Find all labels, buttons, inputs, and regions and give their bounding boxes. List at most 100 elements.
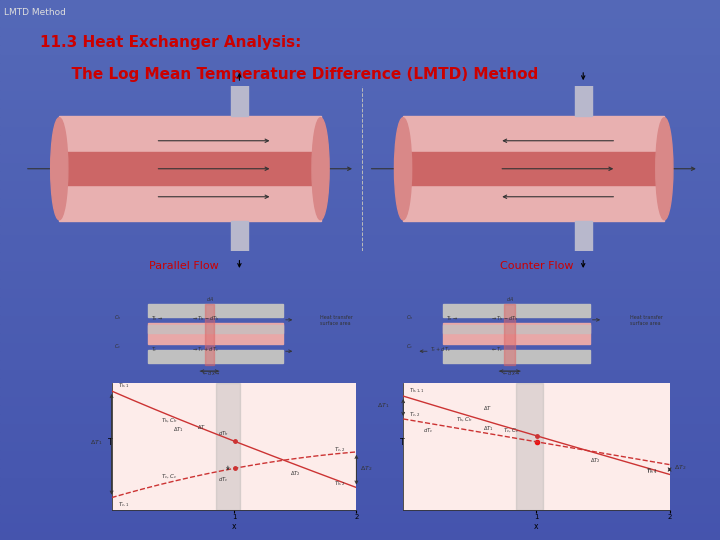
Bar — [0, 270, 720, 279]
Bar — [0, 522, 720, 531]
X-axis label: x: x — [534, 522, 539, 531]
Text: $\Delta T_2$: $\Delta T_2$ — [289, 469, 301, 478]
Text: $\Delta T$: $\Delta T$ — [483, 404, 492, 412]
Text: $dT_h$: $dT_h$ — [218, 429, 229, 438]
Bar — [0, 117, 720, 126]
Text: $T_c$: $T_c$ — [150, 345, 158, 354]
Bar — [0, 333, 720, 342]
Bar — [0, 108, 720, 117]
Text: $\Delta T_1$: $\Delta T_1$ — [483, 423, 494, 433]
Text: $dA$: $dA$ — [206, 295, 214, 303]
Bar — [148, 304, 283, 316]
Bar — [0, 441, 720, 450]
Text: $T_h \rightarrow$: $T_h \rightarrow$ — [150, 314, 163, 323]
Bar — [0, 351, 720, 360]
Text: $\leftarrow dx \rightarrow$: $\leftarrow dx \rightarrow$ — [202, 369, 221, 377]
Bar — [0, 495, 720, 504]
Bar — [0, 252, 720, 261]
Text: $T_c, C_c$: $T_c, C_c$ — [503, 426, 519, 435]
Text: $\Delta T_2$: $\Delta T_2$ — [590, 456, 600, 464]
Bar — [0, 72, 720, 81]
Bar — [0, 306, 720, 315]
Bar — [0, 360, 720, 369]
Bar — [0, 387, 720, 396]
Text: $T_{c,1}$: $T_{c,1}$ — [646, 468, 657, 476]
Bar — [0, 432, 720, 441]
Bar — [0, 45, 720, 54]
Bar — [0, 234, 720, 243]
Bar — [0, 135, 720, 144]
Bar — [0, 162, 720, 171]
Text: $\Delta T_1$: $\Delta T_1$ — [173, 425, 184, 434]
Text: $T_{h,1,1}$: $T_{h,1,1}$ — [408, 387, 424, 395]
Bar — [0, 315, 720, 324]
Bar — [403, 152, 665, 185]
Text: $\Delta T_2$: $\Delta T_2$ — [360, 464, 372, 472]
Bar — [0, 414, 720, 423]
Text: $T_h, C_h$: $T_h, C_h$ — [456, 415, 473, 424]
Bar — [0, 513, 720, 522]
Bar — [0, 198, 720, 207]
Text: $\rightarrow T_h - dT_h$: $\rightarrow T_h - dT_h$ — [192, 314, 220, 323]
Text: $T_c, C_c$: $T_c, C_c$ — [161, 472, 177, 481]
Bar — [0, 468, 720, 477]
Bar — [0, 81, 720, 90]
Bar — [0, 396, 720, 405]
Bar — [0, 9, 720, 18]
Ellipse shape — [50, 118, 68, 220]
Text: $T_{c,1}$: $T_{c,1}$ — [118, 501, 130, 509]
Bar — [0, 297, 720, 306]
Text: $\Delta T_1$: $\Delta T_1$ — [377, 402, 389, 410]
Text: $\Delta T_2$: $\Delta T_2$ — [674, 463, 686, 472]
Bar — [0, 423, 720, 432]
Text: Counter Flow: Counter Flow — [500, 261, 573, 271]
Bar — [403, 116, 665, 162]
Ellipse shape — [395, 118, 412, 220]
Text: $C_c$: $C_c$ — [114, 342, 121, 351]
Bar — [444, 325, 590, 333]
Bar — [148, 323, 283, 344]
Bar — [0, 0, 720, 9]
Bar — [0, 27, 720, 36]
Bar — [0, 324, 720, 333]
Y-axis label: T: T — [400, 438, 404, 447]
Bar — [0, 153, 720, 162]
Bar — [0, 225, 720, 234]
Bar — [148, 350, 283, 363]
Text: $\leftarrow T_c$: $\leftarrow T_c$ — [491, 345, 504, 354]
Ellipse shape — [312, 118, 329, 220]
Bar — [59, 176, 320, 221]
Text: $\leftarrow dx \rightarrow$: $\leftarrow dx \rightarrow$ — [502, 369, 521, 377]
Text: Parallel Flow: Parallel Flow — [149, 261, 218, 271]
Bar — [0, 216, 720, 225]
Bar — [0, 450, 720, 459]
Bar — [0, 369, 720, 378]
Bar — [0, 459, 720, 468]
X-axis label: x: x — [232, 522, 236, 531]
Bar — [0, 90, 720, 99]
Text: Heat transfer
surface area: Heat transfer surface area — [320, 315, 353, 326]
Bar — [0, 477, 720, 486]
Bar — [0, 144, 720, 153]
Y-axis label: T: T — [108, 438, 112, 447]
Text: $dA$: $dA$ — [505, 295, 514, 303]
Bar — [148, 325, 283, 333]
Text: Heat transfer
surface area: Heat transfer surface area — [630, 315, 662, 326]
Bar — [0, 63, 720, 72]
Text: $T_c + dT_c$: $T_c + dT_c$ — [430, 345, 451, 354]
Text: $\Delta T$: $\Delta T$ — [197, 423, 207, 430]
Bar — [444, 350, 590, 363]
Bar — [0, 171, 720, 180]
Text: The Log Mean Temperature Difference (LMTD) Method: The Log Mean Temperature Difference (LMT… — [40, 68, 538, 83]
Ellipse shape — [656, 118, 673, 220]
Bar — [0, 189, 720, 198]
Text: $T_h \rightarrow$: $T_h \rightarrow$ — [446, 314, 458, 323]
Text: $T_{h,2}$: $T_{h,2}$ — [646, 467, 657, 475]
Text: $T_{c,2}$: $T_{c,2}$ — [334, 446, 346, 454]
Bar — [0, 405, 720, 414]
Bar — [0, 36, 720, 45]
Text: $C_h$: $C_h$ — [114, 313, 122, 322]
Text: LMTD Method: LMTD Method — [4, 8, 66, 17]
Bar — [0, 288, 720, 297]
Text: $T_h, C_h$: $T_h, C_h$ — [161, 416, 177, 425]
